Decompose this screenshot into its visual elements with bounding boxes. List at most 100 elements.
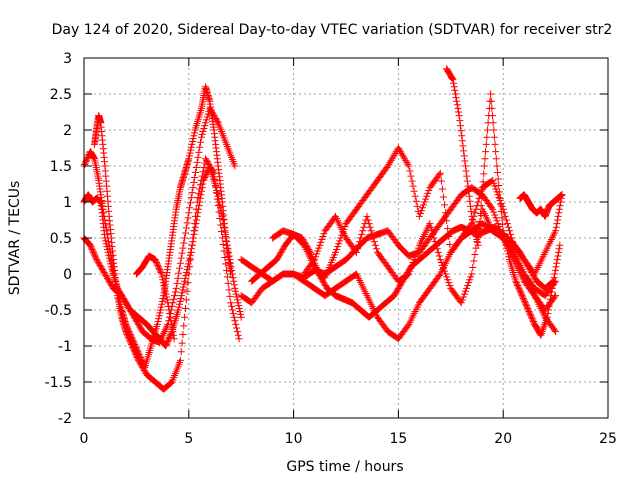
data-point [230, 313, 238, 321]
data-point [547, 292, 555, 300]
data-point [106, 257, 114, 265]
data-point [185, 152, 193, 160]
data-point [160, 328, 168, 336]
data-point [494, 175, 502, 183]
data-point [233, 296, 241, 304]
data-point [178, 249, 186, 257]
data-point [156, 266, 164, 274]
data-point [220, 247, 228, 255]
data-point [182, 296, 190, 304]
data-point [225, 252, 233, 260]
data-point [482, 140, 490, 148]
data-point [517, 290, 525, 298]
data-point [157, 306, 165, 314]
data-point [187, 194, 195, 202]
data-point [457, 127, 465, 135]
data-point [321, 282, 329, 290]
data-point [405, 162, 413, 170]
data-point [190, 132, 198, 140]
data-point [412, 197, 420, 205]
data-point [546, 295, 554, 303]
data-point [360, 223, 368, 231]
data-point [453, 101, 461, 109]
data-point [231, 317, 239, 325]
data-point [139, 364, 147, 372]
data-point [319, 277, 327, 285]
data-point [199, 176, 207, 184]
data-point [102, 271, 110, 279]
data-point [420, 201, 428, 209]
data-point [128, 342, 136, 350]
data-point [233, 324, 241, 332]
data-point [138, 362, 146, 370]
data-point [437, 177, 445, 185]
data-point [167, 379, 175, 387]
data-point [436, 169, 444, 177]
data-point [105, 254, 113, 262]
data-point [185, 155, 193, 163]
data-point [231, 284, 239, 292]
data-point [190, 230, 198, 238]
data-point [465, 279, 473, 287]
data-point [201, 174, 209, 182]
data-point [401, 155, 409, 163]
y-tick-label: -2 [58, 411, 72, 427]
data-point [186, 254, 194, 262]
data-point [541, 320, 549, 328]
data-point [233, 328, 241, 336]
data-point [126, 338, 134, 346]
data-point [462, 167, 470, 175]
data-point [528, 269, 536, 277]
data-point [543, 313, 551, 321]
data-point [221, 227, 229, 235]
data-point [424, 189, 432, 197]
data-point [161, 284, 169, 292]
data-point [230, 281, 238, 289]
data-point [88, 244, 96, 252]
data-point [230, 277, 238, 285]
data-point [120, 296, 128, 304]
data-point [411, 253, 419, 261]
data-point [220, 223, 228, 231]
data-point [193, 212, 201, 220]
data-point [88, 246, 96, 254]
data-point [198, 130, 206, 138]
data-point [524, 306, 532, 314]
data-point [189, 234, 197, 242]
data-point [527, 313, 535, 321]
data-point [475, 225, 483, 233]
data-point [435, 271, 443, 279]
data-point [170, 295, 178, 303]
data-point [505, 253, 513, 261]
data-point [483, 126, 491, 134]
data-point [509, 247, 517, 255]
data-point [232, 320, 240, 328]
data-point [554, 212, 562, 220]
data-point [176, 356, 184, 364]
data-point [316, 271, 324, 279]
data-point [398, 149, 406, 157]
data-point [504, 250, 512, 258]
data-point [185, 209, 193, 217]
data-point [516, 287, 524, 295]
data-point [201, 122, 209, 130]
data-point [417, 207, 425, 215]
data-point [529, 318, 537, 326]
data-point [223, 238, 231, 246]
data-point [531, 274, 539, 282]
data-point [200, 125, 208, 133]
data-point [315, 270, 323, 278]
data-point [319, 233, 327, 241]
data-point [163, 296, 171, 304]
data-point [446, 240, 454, 248]
data-point [497, 207, 505, 215]
data-point [489, 119, 497, 127]
data-point [356, 238, 364, 246]
data-point [442, 270, 450, 278]
data-point [92, 254, 100, 262]
data-point [305, 246, 313, 254]
data-point [134, 319, 142, 327]
data-point [555, 205, 563, 213]
data-point [438, 185, 446, 193]
data-point [304, 244, 312, 252]
